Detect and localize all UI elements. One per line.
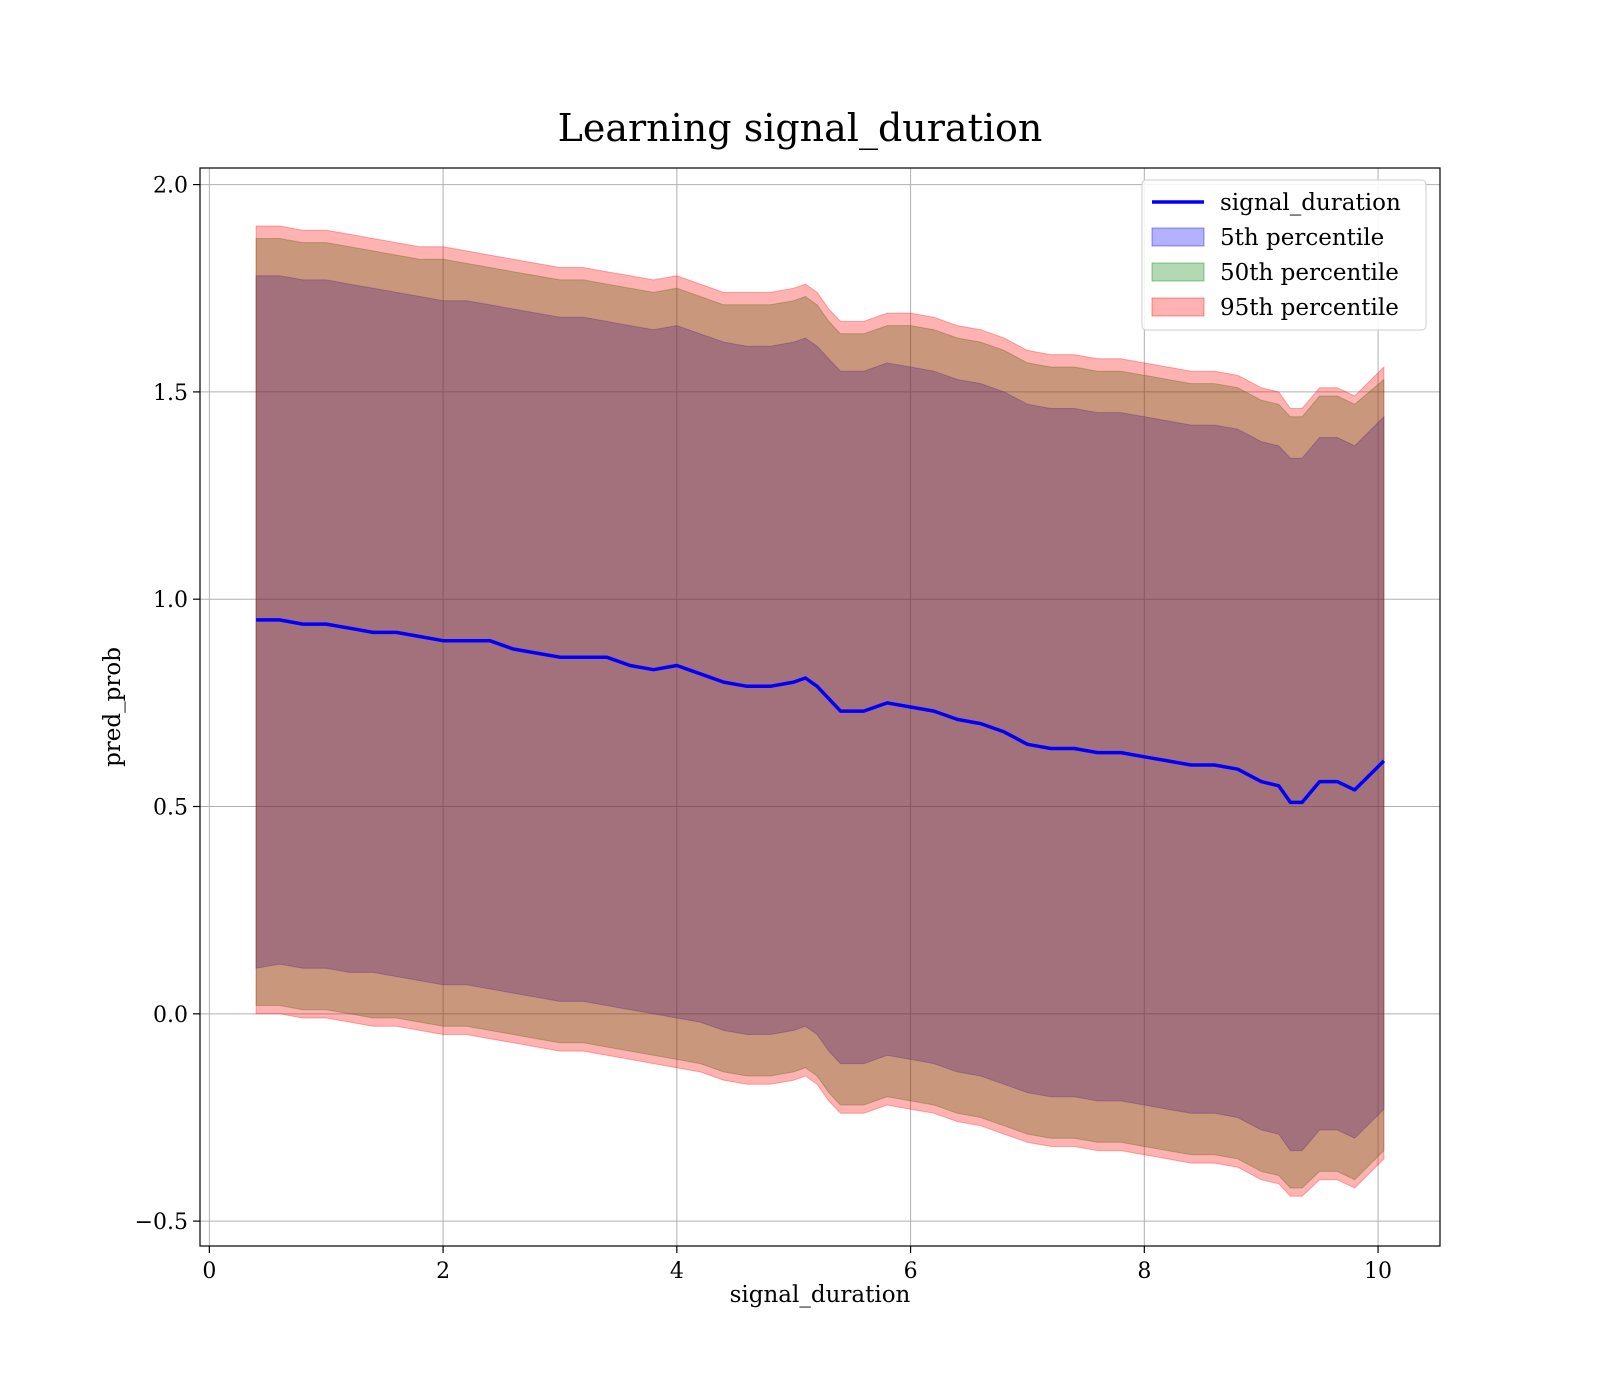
legend-swatch: [1151, 227, 1205, 247]
band-50th-percentile: [255, 238, 1385, 1189]
x-tick-label: 0: [202, 1259, 216, 1284]
y-tick-label: 0.0: [153, 1003, 188, 1028]
x-tick-label: 4: [670, 1259, 684, 1284]
plot-frame: [199, 167, 1441, 1247]
legend-label: signal_duration: [1220, 190, 1401, 216]
axis-ticks: 0 2 4 6 8 10 −0.5 0.0 0.5 1.0 1.5 2.0: [135, 174, 1392, 1284]
legend-label: 95th percentile: [1220, 295, 1399, 321]
chart-title: Learning signal_duration: [558, 106, 1043, 151]
x-tick-label: 2: [436, 1259, 450, 1284]
y-tick-label: −0.5: [135, 1210, 188, 1235]
y-tick-label: 1.0: [153, 588, 188, 613]
legend-swatch: [1151, 262, 1205, 282]
band-5th-percentile: [255, 275, 1385, 1152]
series-lines: [256, 618, 1386, 805]
legend-label: 50th percentile: [1220, 260, 1399, 286]
legend: signal_duration 5th percentile 50th percen…: [1141, 179, 1427, 331]
legend-label: 5th percentile: [1220, 225, 1384, 251]
band-95th-percentile: [255, 225, 1385, 1197]
x-axis-label: signal_duration: [730, 1282, 911, 1308]
x-tick-label: 6: [904, 1259, 918, 1284]
x-tick-label: 8: [1137, 1259, 1151, 1284]
y-tick-label: 1.5: [153, 381, 188, 406]
legend-frame: [1141, 179, 1427, 331]
y-axis-label: pred_prob: [100, 647, 126, 767]
plot-area: [200, 168, 1440, 1246]
legend-swatch: [1151, 297, 1205, 317]
percentile-bands: [255, 225, 1385, 1197]
y-tick-label: 0.5: [153, 796, 188, 821]
y-tick-label: 2.0: [153, 174, 188, 199]
line-signal-duration: [256, 618, 1386, 805]
x-tick-label: 10: [1364, 1259, 1392, 1284]
grid: [200, 168, 1440, 1246]
